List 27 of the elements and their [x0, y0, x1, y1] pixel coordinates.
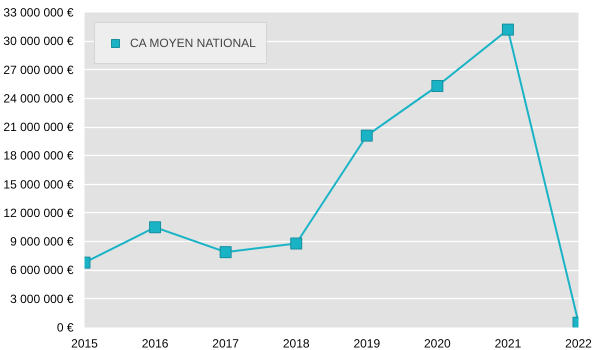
x-tick-label: 2020: [424, 336, 452, 350]
point: [431, 80, 444, 92]
point: [360, 130, 373, 142]
x-tick-label: 2018: [282, 336, 310, 350]
y-tick-label: 30 000 000 €: [3, 34, 74, 48]
x-tick-label: 2016: [142, 336, 169, 350]
y-tick-label: 21 000 000 €: [3, 120, 74, 134]
y-tick-label: 9 000 000 €: [10, 234, 74, 249]
x-tick-label: 2019: [353, 336, 380, 350]
x-tick-label: 2022: [565, 336, 592, 350]
y-tick-label: 6 000 000 €: [10, 263, 74, 278]
x-tick-label: 2021: [494, 336, 522, 350]
y-tick-label: 3 000 000 €: [10, 292, 74, 306]
point: [502, 24, 514, 36]
legend-label: CA MOYEN NATIONAL: [130, 36, 256, 50]
y-tick-label: 27 000 000 €: [3, 62, 74, 77]
y-tick-label: 24 000 000 €: [3, 91, 74, 106]
y-tick-label: 0 €: [56, 320, 74, 334]
y-tick-label: 15 000 000 €: [3, 177, 74, 192]
y-tick-label: 12 000 000 €: [3, 206, 74, 220]
point: [290, 238, 302, 250]
y-tick-label: 18 000 000 €: [3, 148, 74, 163]
x-tick-label: 2015: [71, 336, 98, 350]
x-tick-label: 2017: [212, 336, 240, 350]
point: [149, 221, 162, 234]
y-tick-label: 33 000 000 €: [3, 6, 74, 20]
point: [220, 246, 232, 258]
